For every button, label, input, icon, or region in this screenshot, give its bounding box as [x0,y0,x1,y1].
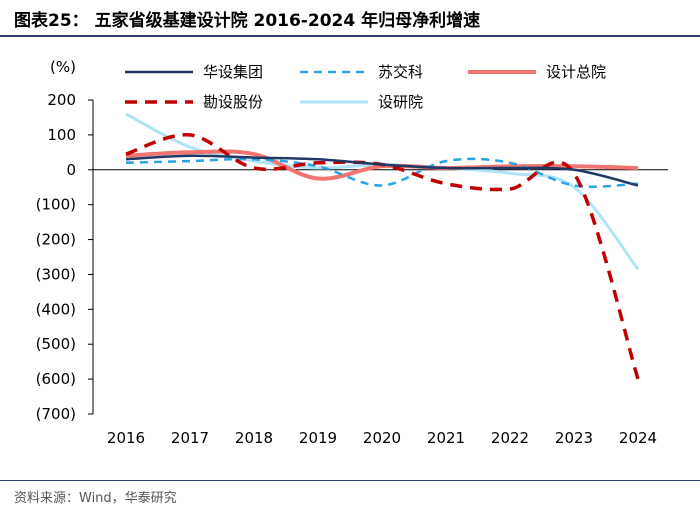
series-line-3 [125,133,640,380]
x-tick-label: 2018 [235,429,273,447]
x-tick-label: 2016 [107,429,145,447]
legend-label-2: 设计总院 [546,63,606,81]
x-tick-label: 2020 [363,429,401,447]
legend-label-3: 勘设股份 [203,93,263,111]
y-tick-label: (200) [36,231,76,249]
x-tick-label: 2021 [427,429,465,447]
y-unit-label: (%) [50,58,76,76]
x-tick-label: 2017 [171,429,209,447]
y-tick-label: (700) [36,405,76,423]
series-line-1 [125,157,639,188]
chart-series [125,112,640,380]
y-tick-label: (500) [36,335,76,353]
title-divider [0,35,700,37]
y-tick-label: (600) [36,370,76,388]
source-note: 资料来源：Wind，华泰研究 [14,491,177,506]
x-tick-label: 2023 [555,429,593,447]
legend-label-1: 苏交科 [378,63,423,81]
y-tick-label: (400) [36,300,76,318]
page-title: 图表25： 五家省级基建设计院 2016-2024 年归母净利增速 [14,11,481,31]
legend-label-0: 华设集团 [203,63,263,81]
x-tick-label: 2024 [619,429,657,447]
chart-axes: (%) 200 100 0 (100) (200) (300) (400) (500) (600)… [36,58,668,447]
y-tick-label: 200 [47,91,76,109]
source-divider [0,480,700,481]
series-line-2 [125,149,639,181]
legend-label-4: 设研院 [378,93,423,111]
series-line-0 [125,154,639,187]
x-tick-label: 2022 [491,429,529,447]
x-tick-label: 2019 [299,429,337,447]
y-tick-label: 0 [66,161,76,179]
y-tick-label: 100 [47,126,76,144]
y-tick-label: (100) [36,196,76,214]
y-tick-label: (300) [36,265,76,283]
